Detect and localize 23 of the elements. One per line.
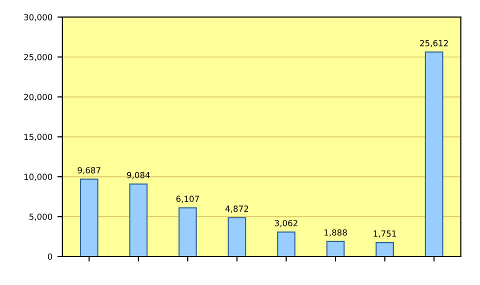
data-label: 4,872 [225, 206, 248, 213]
y-tick-label: 15,000 [24, 134, 52, 141]
data-label: 6,107 [176, 196, 199, 203]
y-tick-label: 0 [48, 253, 52, 260]
bar [326, 240, 345, 256]
bar [129, 183, 148, 256]
bar [228, 217, 246, 256]
bar [424, 52, 444, 256]
data-label: 1,888 [324, 229, 347, 237]
data-label: 3,062 [274, 220, 298, 228]
bar [277, 232, 296, 256]
data-label: 9,687 [78, 167, 100, 174]
bar [376, 242, 394, 256]
data-label: 25,612 [420, 40, 448, 48]
y-tick-label: 10,000 [24, 174, 52, 181]
data-label: 1,751 [374, 230, 396, 238]
y-tick-label: 20,000 [24, 94, 52, 102]
y-tick-label: 5,000 [29, 214, 52, 221]
bar [80, 178, 98, 256]
y-tick-label: 25,000 [24, 54, 52, 62]
data-label: 9,084 [127, 172, 150, 180]
y-tick-label: 30,000 [24, 14, 52, 22]
bar [178, 207, 197, 256]
